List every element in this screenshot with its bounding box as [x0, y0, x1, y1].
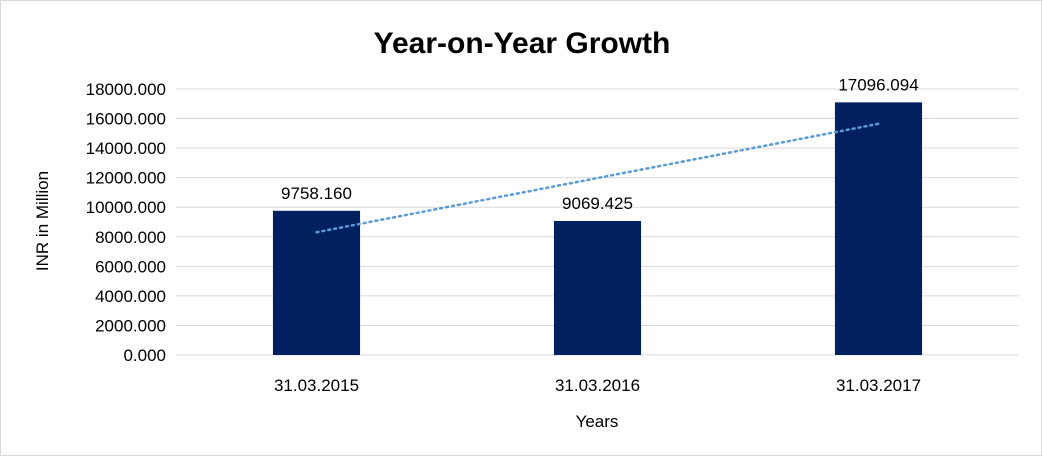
- bar: [272, 210, 361, 355]
- data-label: 9069.425: [562, 194, 633, 213]
- trendline: [315, 122, 880, 234]
- data-label: 9758.160: [281, 184, 352, 203]
- y-tick-label: 18000.000: [86, 80, 166, 99]
- y-tick-label: 4000.000: [95, 287, 166, 306]
- y-tick-label: 10000.000: [86, 198, 166, 217]
- y-tick-label: 12000.000: [86, 169, 166, 188]
- bar: [834, 102, 923, 355]
- data-label: 17096.094: [838, 75, 918, 94]
- y-tick-label: 16000.000: [86, 110, 166, 129]
- x-tick-label: 31.03.2017: [836, 376, 921, 395]
- bars: [272, 102, 923, 355]
- y-tick-label: 2000.000: [95, 316, 166, 335]
- y-tick-label: 6000.000: [95, 257, 166, 276]
- x-axis-ticks: 31.03.2015 31.03.2016 31.03.2017: [274, 376, 921, 395]
- y-axis-label: INR in Million: [33, 171, 52, 271]
- y-tick-label: 14000.000: [86, 139, 166, 158]
- data-labels: 9758.160 9069.425 17096.094: [281, 75, 919, 213]
- bar: [553, 220, 642, 355]
- y-axis-ticks: 0.000 2000.000 4000.000 6000.000 8000.000 100…: [86, 80, 166, 365]
- trendline-layer: [315, 122, 880, 234]
- x-tick-label: 31.03.2015: [274, 376, 359, 395]
- y-tick-label: 0.000: [123, 346, 166, 365]
- x-axis-label: Years: [576, 412, 619, 431]
- y-tick-label: 8000.000: [95, 228, 166, 247]
- x-tick-label: 31.03.2016: [555, 376, 640, 395]
- chart-title: Year-on-Year Growth: [374, 27, 671, 60]
